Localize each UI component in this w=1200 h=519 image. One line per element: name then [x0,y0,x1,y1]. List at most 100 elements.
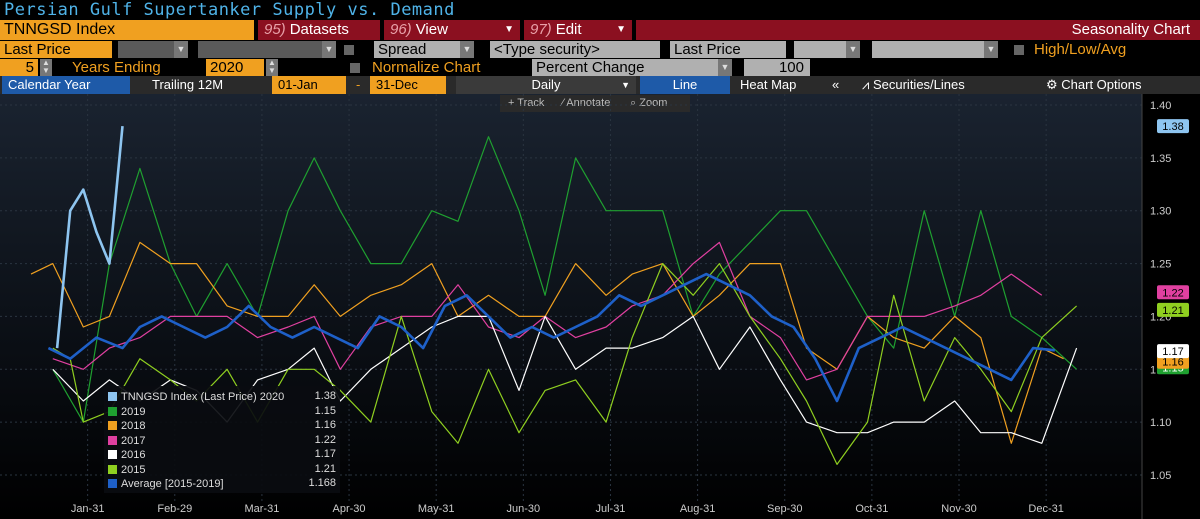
spread-select[interactable]: Spread [374,41,460,58]
x-tick-label: Jan-31 [71,503,105,515]
edit-dropdown-icon: ▼ [616,24,626,35]
fields-row: Last Price ▼ ▼ Spread ▼ <Type security> … [0,41,1200,59]
dropdown-arrow-icon[interactable]: ▼ [984,41,998,58]
spread-checkbox[interactable] [344,45,354,55]
last-value-flag [1157,285,1189,300]
legend-item[interactable]: 2016 [108,448,145,462]
frequency-dropdown-icon: ▼ [621,80,630,90]
legend-item[interactable]: 2018 [108,419,145,433]
y-tick-label: 1.40 [1150,100,1171,112]
dropdown-arrow-icon[interactable]: ▼ [460,41,474,58]
legend-item[interactable]: 2017 [108,434,145,448]
last-value-label: 1.38 [1162,121,1183,133]
x-tick-label: Mar-31 [244,503,279,515]
normalize-checkbox[interactable] [350,63,360,73]
legend-swatch [108,421,117,430]
last-value-label: 1.16 [1162,357,1183,369]
last-value-label: 1.17 [1162,346,1183,358]
frequency-select[interactable]: Daily ▼ [456,76,636,94]
field-blank-1[interactable] [118,41,174,58]
crosshair-icon: + [508,97,515,109]
x-tick-label: Apr-30 [333,503,366,515]
chart-tabs: Calendar Year Trailing 12M 01-Jan - 31-D… [0,76,1200,94]
pencil-icon: ⁄ [562,97,564,109]
legend-swatch [108,450,117,459]
chart-line-icon: ⩘ [862,77,870,92]
track-label: Track [517,97,545,109]
legend-item[interactable]: 2015 [108,463,145,477]
edit-num: 97) [530,21,552,38]
last-value-label: 1.21 [1162,305,1183,317]
type-security-input[interactable]: <Type security> [490,41,660,58]
normalize-mode-select[interactable]: Percent Change [532,59,718,76]
chart-tools: + Track ⁄ Annotate ⌕ Zoom [500,95,690,112]
field-blank-2[interactable] [198,41,322,58]
legend-value: 1.21 [314,462,336,475]
view-dropdown-icon: ▼ [504,24,514,35]
field-blank-3[interactable] [794,41,846,58]
chart-options-button[interactable]: ⚙ Chart Options [1040,76,1200,94]
chart-options-label: Chart Options [1061,77,1142,92]
legend-value: 1.16 [314,419,336,431]
years-stepper-icon[interactable]: ▲ ▼ [40,59,52,76]
end-date-input[interactable]: 31-Dec [370,76,446,94]
magnifier-icon: ⌕ [630,97,637,109]
legend-label: TNNGSD Index (Last Price) 2020 [121,391,285,403]
legend-item[interactable]: 2019 [108,405,145,419]
view-label: View [415,21,448,38]
last-value-flag [1157,344,1189,359]
gear-icon: ⚙ [1046,77,1058,92]
tab-line[interactable]: Line [640,76,730,94]
legend-value: 1.17 [314,448,336,460]
field-last-price-2[interactable]: Last Price [670,41,786,58]
dropdown-arrow-icon[interactable]: ▼ [322,41,336,58]
start-date-input[interactable]: 01-Jan [272,76,346,94]
x-tick-label: Nov-30 [941,503,976,515]
x-tick-label: May-31 [418,503,455,515]
field-last-price[interactable]: Last Price [0,41,112,58]
legend-item[interactable]: TNNGSD Index (Last Price) 2020 [108,390,284,404]
legend-value: 1.15 [314,404,336,417]
dropdown-arrow-icon[interactable]: ▼ [846,41,860,58]
high-low-avg-label: High/Low/Avg [1034,41,1127,58]
series-line [52,241,1043,381]
years-count-input[interactable]: 5 [0,59,38,76]
datasets-menu[interactable]: 95) Datasets [258,20,380,40]
legend-label: 2017 [121,434,146,447]
end-year-input[interactable]: 2020 [206,59,264,76]
end-year-stepper-icon[interactable]: ▲ ▼ [266,59,278,76]
view-num: 96) [390,21,412,38]
legend-label: 2018 [121,420,146,432]
dropdown-arrow-icon[interactable]: ▼ [718,59,732,76]
tab-heat-map[interactable]: Heat Map [740,77,797,92]
normalize-base-input[interactable]: 100 [744,59,810,76]
years-ending-label: Years Ending [72,59,161,76]
series-line [47,272,1056,403]
datasets-label: Datasets [289,21,349,38]
legend-swatch [108,406,117,416]
y-tick-label: 1.25 [1150,259,1171,271]
securities-lines-button[interactable]: ⩘ Securities/Lines [856,76,1028,94]
x-tick-label: Sep-30 [767,503,802,515]
y-tick-label: 1.35 [1150,153,1171,165]
chart-legend: TNNGSD Index (Last Price) 2020 1.38 2019 1.… [104,386,340,493]
main-toolbar: TNNGSD Index 95) Datasets 96) View ▼ 97) Ed… [0,20,1200,40]
last-value-flag [1157,302,1189,317]
tab-calendar-year[interactable]: Calendar Year [2,76,130,94]
view-menu[interactable]: 96) View ▼ [384,20,520,40]
tab-trailing-12m[interactable]: Trailing 12M [152,77,224,92]
legend-label: 2016 [121,449,146,461]
legend-swatch [108,392,117,401]
edit-menu[interactable]: 97) Edit ▼ [524,20,632,40]
dropdown-arrow-icon[interactable]: ▼ [174,41,188,58]
track-tool[interactable]: + Track [508,97,544,109]
high-low-avg-checkbox[interactable] [1014,45,1024,55]
field-blank-4[interactable] [872,41,984,58]
collapse-button[interactable]: « [832,77,840,92]
zoom-tool[interactable]: ⌕ Zoom [630,97,667,110]
legend-item[interactable]: Average [2015-2019] [108,477,224,491]
x-tick-label: Jul-31 [595,503,625,515]
annotate-tool[interactable]: ⁄ Annotate [562,97,610,109]
security-field[interactable]: TNNGSD Index [0,20,254,40]
legend-swatch [108,464,117,474]
